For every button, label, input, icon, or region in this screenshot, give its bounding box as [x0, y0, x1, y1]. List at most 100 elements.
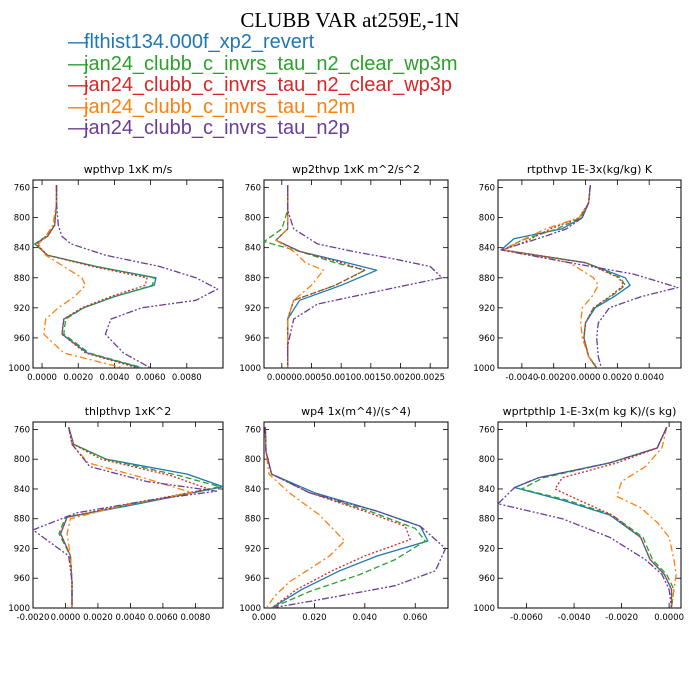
x-tick-label: 0.0000: [267, 373, 297, 383]
legend: —flthist134.000f_xp2_revert —jan24_clubb…: [68, 31, 458, 140]
y-tick-label: 840: [245, 244, 261, 254]
y-tick-label: 960: [245, 334, 261, 344]
y-tick-label: 920: [245, 304, 261, 314]
y-tick-label: 1000: [239, 364, 261, 374]
chart-panel: rtpthvp 1E-3x(kg/kg) K 760 800 840 880 920 960…: [473, 163, 682, 383]
panel-title: wprtpthlp 1-E-3x(m kg K)/(s kg): [503, 405, 677, 418]
series-group: [500, 185, 679, 368]
series-line: [554, 426, 673, 608]
series-line: [55, 185, 219, 368]
series-line: [35, 185, 148, 368]
series-group: [264, 185, 443, 368]
legend-item: —flthist134.000f_xp2_revert: [68, 31, 458, 54]
y-tick-label: 760: [14, 425, 30, 435]
series-line: [58, 427, 221, 608]
legend-label: jan24_clubb_c_invrs_tau_n2_clear_wp3m: [84, 52, 458, 75]
x-tick-label: -0.0020: [537, 373, 570, 383]
x-tick-label: 0.040: [353, 613, 377, 623]
plot-frame: [263, 179, 449, 369]
legend-label: jan24_clubb_c_invrs_tau_n2p: [84, 117, 350, 139]
legend-line-icon: —: [68, 52, 88, 75]
y-tick-label: 880: [245, 274, 261, 284]
y-tick-label: 880: [14, 274, 30, 284]
legend-line-icon: —: [68, 74, 88, 96]
series-line: [59, 427, 223, 608]
y-tick-label: 920: [14, 544, 30, 554]
x-tick-label: 0.060: [403, 613, 427, 623]
legend-item: —jan24_clubb_c_invrs_tau_n2_clear_wp3p: [68, 74, 458, 97]
series-line: [502, 185, 625, 368]
y-tick-label: 960: [14, 334, 30, 344]
y-tick-label: 960: [479, 334, 495, 344]
y-tick-label: 760: [479, 425, 495, 435]
series-line: [264, 185, 366, 368]
series-line: [616, 427, 677, 608]
panel-title: wp2thvp 1xK m^2/s^2: [292, 163, 420, 176]
x-tick-label: 0.000: [252, 613, 276, 623]
series-line: [34, 185, 155, 368]
series-line: [264, 427, 411, 608]
y-tick-label: 1000: [8, 604, 30, 614]
y-tick-label: 920: [479, 304, 495, 314]
y-tick-label: 800: [14, 455, 30, 465]
legend-line-icon: —: [68, 95, 88, 118]
y-tick-label: 1000: [473, 364, 495, 374]
series-line: [500, 185, 631, 368]
x-tick-label: 0.0005: [297, 373, 327, 383]
x-tick-label: 0.0040: [100, 373, 130, 383]
series-group: [498, 426, 677, 608]
series-line: [264, 427, 447, 608]
y-tick-label: 840: [14, 485, 30, 495]
series-line: [275, 185, 325, 368]
chart-panel: wpthvp 1xK m/s76080084088092096010000.00…: [8, 163, 224, 383]
series-line: [275, 185, 378, 368]
y-tick-label: 840: [245, 485, 261, 495]
series-line: [513, 426, 673, 608]
x-tick-label: 0.0020: [386, 373, 416, 383]
y-tick-label: 800: [245, 214, 261, 224]
x-tick-label: -0.0060: [510, 613, 543, 623]
y-tick-label: 1000: [239, 604, 261, 614]
y-tick-label: 1000: [473, 604, 495, 614]
y-tick-label: 1000: [8, 364, 30, 374]
panel-title: wpthvp 1xK m/s: [84, 163, 173, 176]
series-group: [34, 185, 219, 368]
x-tick-label: 0.0020: [63, 373, 93, 383]
series-line: [264, 427, 346, 608]
y-tick-label: 800: [479, 455, 495, 465]
series-line: [502, 185, 626, 368]
series-line: [264, 427, 426, 608]
y-tick-label: 880: [479, 515, 495, 525]
y-tick-label: 880: [14, 515, 30, 525]
x-tick-label: -0.0020: [17, 613, 50, 623]
y-tick-label: 960: [245, 574, 261, 584]
series-line: [34, 185, 157, 368]
chart-panel: thlpthvp 1xK^2 760 800 840 880 920 960 1000-0.0…: [8, 405, 224, 623]
panel-title: thlpthvp 1xK^2: [85, 405, 172, 418]
plot-frame: [32, 421, 224, 609]
x-tick-label: 0.0020: [83, 613, 113, 623]
y-tick-label: 800: [245, 455, 261, 465]
y-tick-label: 880: [479, 274, 495, 284]
x-tick-label: 0.0010: [326, 373, 356, 383]
y-tick-label: 760: [245, 184, 261, 194]
series-line: [275, 185, 366, 368]
plot-frame: [263, 421, 449, 609]
y-tick-label: 880: [245, 515, 261, 525]
series-line: [59, 427, 210, 608]
plot-frame: [32, 179, 224, 369]
series-group: [33, 427, 223, 608]
x-tick-label: 0.0000: [571, 373, 601, 383]
x-tick-label: 0.0080: [181, 613, 211, 623]
chart-panel: wprtpthlp 1-E-3x(m kg K)/(s kg) 760 800 840…: [473, 405, 684, 623]
legend-item: —jan24_clubb_c_invrs_tau_n2_clear_wp3m: [68, 52, 458, 76]
x-tick-label: -0.0040: [558, 613, 591, 623]
legend-item: —jan24_clubb_c_invrs_tau_n2p: [68, 117, 458, 140]
y-tick-label: 760: [14, 184, 30, 194]
figure-title: CLUBB VAR at259E,-1N: [240, 8, 460, 32]
chart-panel: wp4 1x(m^4)/(s^4)76080084088092096010000…: [239, 405, 449, 623]
y-tick-label: 800: [479, 214, 495, 224]
x-tick-label: -0.0020: [605, 613, 638, 623]
x-tick-label: 0.020: [302, 613, 326, 623]
x-tick-label: 0.0060: [148, 613, 178, 623]
